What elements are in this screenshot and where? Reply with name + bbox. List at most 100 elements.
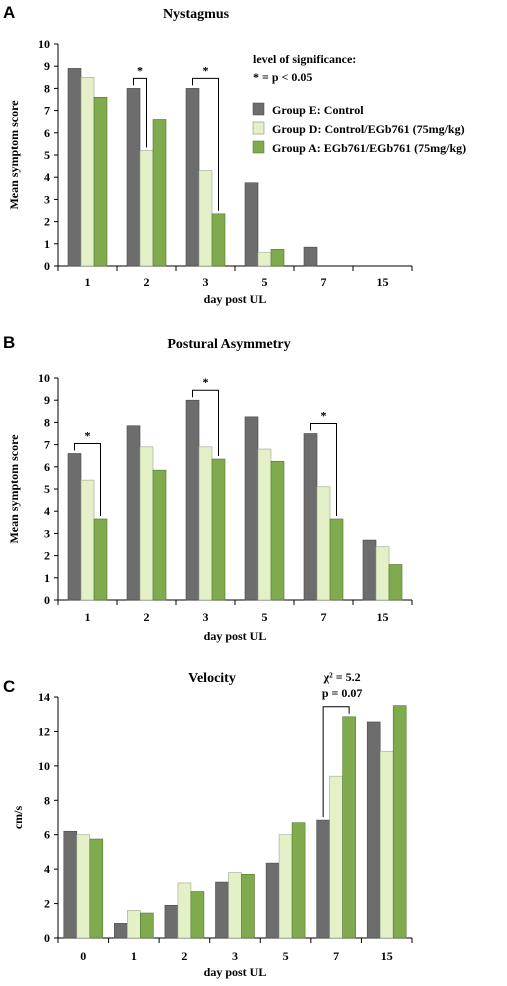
bar-group-d-day-2: [139, 446, 154, 601]
bar-group-e-day-1: [67, 453, 82, 601]
bar-group-d-day-5: [278, 834, 293, 939]
bar-group-e-day-3: [215, 881, 229, 939]
stat-annotation: p = 0.07: [322, 686, 363, 700]
bar-group-e-day-0: [63, 830, 78, 939]
bar-group-e-day-1: [114, 923, 128, 939]
bar-group-d-day-1: [80, 77, 95, 267]
bar-group-d-day-1: [80, 479, 95, 601]
significance-star: *: [321, 409, 327, 423]
bar-group-e-day-2: [164, 904, 179, 939]
y-tick-label: 1: [44, 237, 50, 251]
bar-group-e-day-1: [67, 68, 82, 267]
x-tick-label: 5: [262, 610, 268, 624]
y-tick-label: 0: [44, 931, 50, 945]
y-tick-label: 0: [44, 259, 50, 273]
x-tick-label: 15: [377, 275, 389, 289]
y-tick-label: 12: [38, 724, 50, 738]
bar-group-a-day-2: [152, 119, 167, 267]
x-tick-label: 15: [381, 949, 393, 963]
y-axis-label: Mean symptom score: [7, 100, 21, 210]
significance-star: *: [85, 428, 91, 442]
bar-group-a-day-5: [291, 822, 306, 939]
panel-a-chart: 0 1 2 3 4 5 6 7 8 9 10 1 2 3 5 7 15 * * day post UL Mean sym…: [7, 37, 413, 306]
y-tick-label: 14: [38, 690, 50, 704]
x-tick-label: 7: [321, 275, 327, 289]
legend-swatch-group-e: [252, 102, 265, 116]
y-tick-label: 8: [44, 415, 50, 429]
x-tick-label: 1: [85, 275, 91, 289]
bar-group-a-day-3: [241, 874, 255, 939]
bar-group-d-day-2: [177, 882, 192, 939]
y-tick-label: 7: [44, 438, 50, 452]
bar-group-a-day-7: [329, 518, 344, 601]
bar-group-e-day-5: [265, 862, 280, 939]
significance-star: *: [203, 375, 209, 389]
significance-bracket: [192, 389, 219, 457]
x-tick-label: 3: [203, 275, 209, 289]
bar-group-a-day-2: [190, 891, 205, 939]
y-tick-label: 9: [44, 393, 50, 407]
x-tick-label: 2: [181, 949, 187, 963]
bar-group-d-day-3: [228, 872, 242, 939]
bar-group-e-day-2: [126, 425, 141, 601]
bar-group-a-day-0: [89, 838, 104, 939]
significance-star: *: [137, 63, 143, 77]
x-tick-label: 0: [80, 949, 86, 963]
y-tick-label: 0: [44, 593, 50, 607]
bar-group-a-day-7: [342, 716, 356, 939]
bar-group-d-day-2: [139, 150, 154, 267]
bar-group-a-day-5: [270, 249, 285, 267]
bar-group-e-day-2: [126, 88, 141, 267]
y-tick-label: 3: [44, 192, 50, 206]
significance-star: *: [203, 63, 209, 77]
y-tick-label: 9: [44, 59, 50, 73]
bar-group-e-day-15: [366, 721, 381, 939]
bar-group-e-day-5: [244, 182, 259, 267]
bar-group-d-day-3: [198, 446, 213, 601]
x-tick-label: 3: [203, 610, 209, 624]
bar-group-d-day-15: [375, 546, 390, 601]
bar-group-a-day-1: [93, 96, 108, 267]
y-tick-label: 6: [44, 460, 50, 474]
bar-group-a-day-3: [211, 458, 226, 601]
bar-group-a-day-15: [392, 705, 407, 939]
y-tick-label: 10: [38, 759, 50, 773]
y-tick-label: 8: [44, 81, 50, 95]
panel-a-title: Nystagmus: [163, 7, 230, 22]
bar-group-e-day-5: [244, 416, 259, 601]
significance-bracket: [192, 77, 219, 211]
bar-group-d-day-15: [379, 750, 394, 939]
bar-group-e-day-15: [362, 539, 377, 601]
x-axis-label: day post UL: [204, 965, 267, 979]
bar-group-d-day-7: [316, 486, 331, 601]
x-axis-label: day post UL: [204, 292, 267, 306]
x-tick-label: 7: [333, 949, 339, 963]
bar-group-e-day-7: [316, 819, 330, 939]
y-tick-label: 2: [44, 897, 50, 911]
x-tick-label: 7: [321, 610, 327, 624]
x-tick-label: 15: [377, 610, 389, 624]
x-tick-label: 2: [144, 275, 150, 289]
legend-label-group-d: Group D: Control/EGb761 (75mg/kg): [272, 122, 465, 136]
bar-group-d-day-5: [257, 252, 272, 267]
significance-bracket: [322, 706, 350, 818]
legend-label-group-e: Group E: Control: [272, 103, 364, 117]
significance-bracket: [74, 442, 101, 516]
panel-b-chart: 0 1 2 3 4 5 6 7 8 9 10 1 2 3 5 7 15 * * * day post UL Mean sy…: [7, 371, 413, 643]
bar-group-a-day-5: [270, 460, 285, 601]
panel-letter-a: A: [3, 3, 15, 22]
bar-group-d-day-7: [329, 775, 343, 939]
bar-group-a-day-2: [152, 469, 167, 601]
y-tick-label: 10: [38, 37, 50, 51]
y-tick-label: 8: [44, 793, 50, 807]
bar-group-e-day-3: [185, 88, 200, 267]
legend-label-group-a: Group A: EGb761/EGb761 (75mg/kg): [272, 141, 466, 155]
panel-b-title: Postural Asymmetry: [167, 337, 290, 352]
x-tick-label: 5: [283, 949, 289, 963]
bar-group-d-day-3: [198, 170, 213, 267]
y-tick-label: 4: [44, 504, 50, 518]
bar-group-d-day-1: [127, 910, 141, 939]
x-tick-label: 1: [131, 949, 137, 963]
y-tick-label: 5: [44, 148, 50, 162]
